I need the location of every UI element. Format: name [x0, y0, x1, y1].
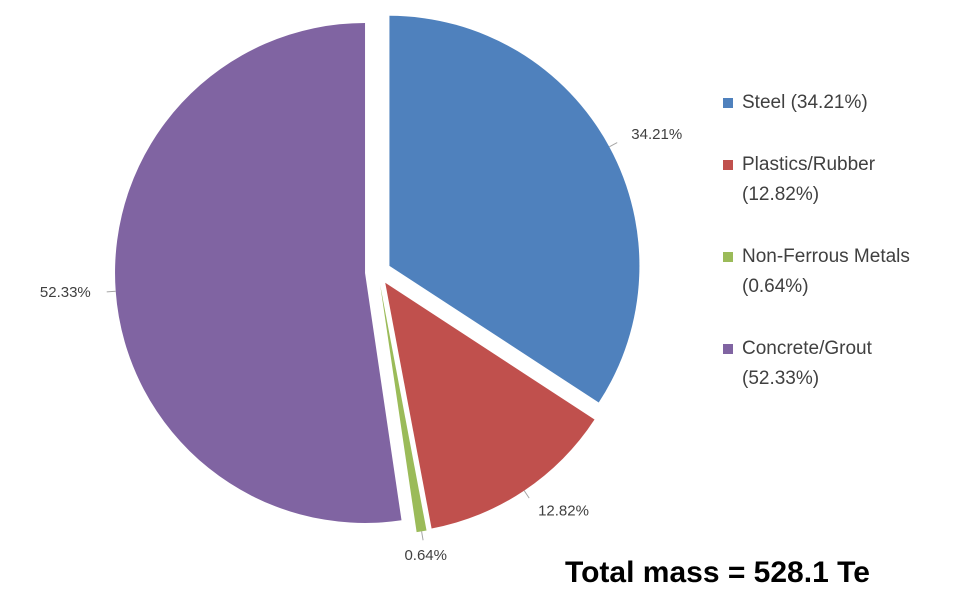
- legend-swatch: [723, 252, 733, 262]
- data-label: 34.21%: [631, 126, 682, 143]
- pie-slice: [115, 22, 402, 523]
- leader-line: [421, 531, 424, 541]
- leader-line: [609, 142, 618, 148]
- legend-label: Concrete/Grout (52.33%): [742, 338, 872, 389]
- leader-line: [106, 290, 116, 293]
- legend-swatch: [723, 98, 733, 108]
- pie-slice: [380, 284, 427, 533]
- pie-slice: [385, 282, 595, 529]
- legend-swatch: [723, 160, 733, 170]
- data-label: 52.33%: [40, 284, 91, 301]
- legend-label: Non-Ferrous Metals (0.64%): [742, 246, 910, 297]
- leader-line: [523, 490, 530, 499]
- legend-item: Concrete/Grout (52.33%): [723, 334, 938, 394]
- annotation: Total mass = 528.1 Te: [565, 556, 870, 589]
- legend-label: Steel (34.21%): [742, 92, 868, 113]
- pie-slice: [389, 15, 640, 403]
- legend: Steel (34.21%) Plastics/Rubber (12.82%) No…: [723, 88, 938, 426]
- pie-area: 34.21% 12.82% 0.64% 52.33%: [40, 15, 682, 564]
- legend-swatch: [723, 344, 733, 354]
- data-label: 12.82%: [538, 502, 589, 519]
- legend-item: Plastics/Rubber (12.82%): [723, 150, 938, 210]
- legend-item: Steel (34.21%): [723, 88, 938, 118]
- legend-item: Non-Ferrous Metals (0.64%): [723, 242, 938, 302]
- legend-label: Plastics/Rubber (12.82%): [742, 154, 876, 205]
- data-label: 0.64%: [404, 547, 447, 564]
